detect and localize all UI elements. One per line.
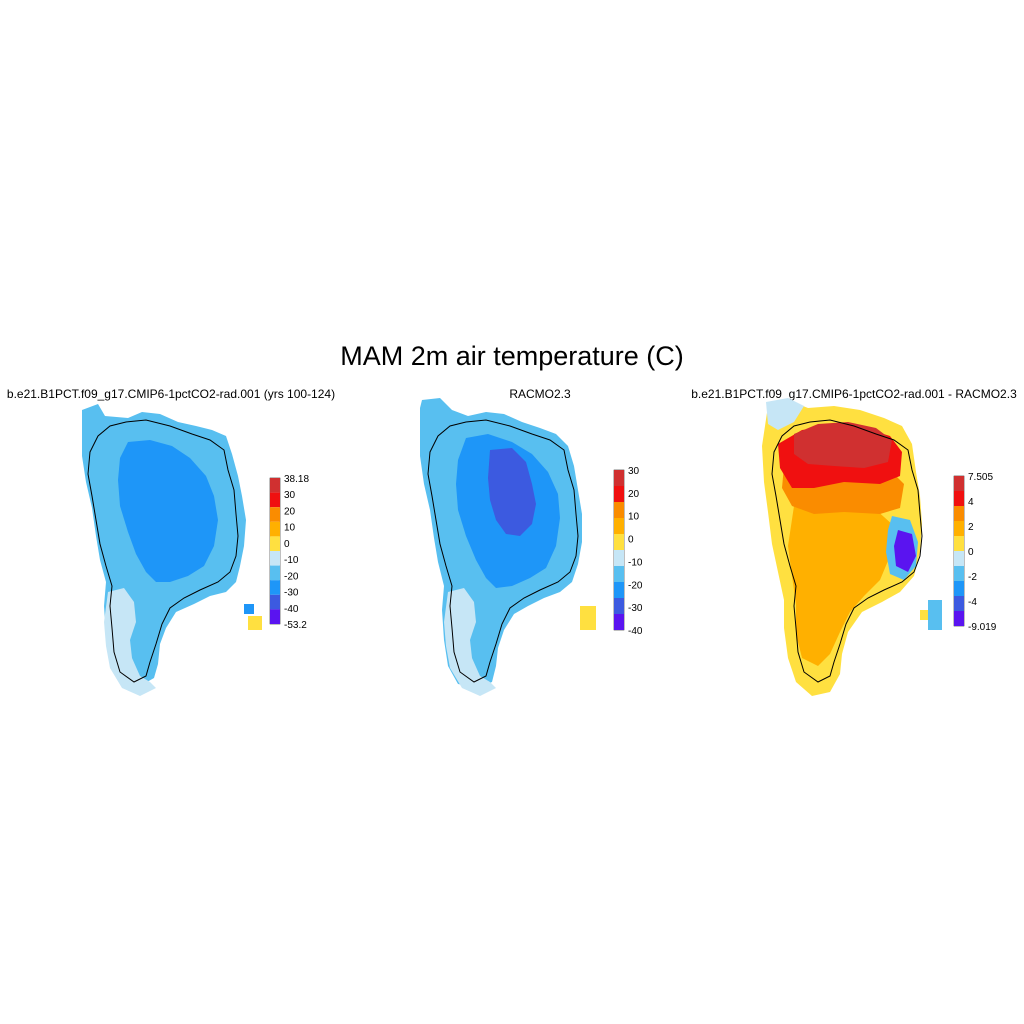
colorbar-label: 4 [968,497,974,508]
colorbar-swatch [614,486,624,502]
panel-3-colorbar: 7.505 4 2 0 -2 -4 -9.019 [954,472,997,633]
panel-2-title: RACMO2.3 [509,387,571,401]
colorbar-label: -30 [628,603,643,614]
colorbar-swatch [270,580,280,595]
colorbar-swatch [954,596,964,611]
colorbar-label: 0 [628,535,634,546]
colorbar-swatch [954,536,964,551]
panel-2-field [420,398,596,696]
colorbar-label: 10 [628,512,640,523]
colorbar-label: 10 [284,523,296,534]
colorbar-swatch [614,598,624,614]
colorbar-swatch [270,609,280,624]
colorbar-swatch [954,566,964,581]
colorbar-label: 20 [628,489,640,500]
colorbar-label: -10 [628,557,643,568]
colorbar-swatch [614,614,624,630]
colorbar-label: 0 [284,539,290,550]
colorbar-label: 38.18 [284,474,309,485]
colorbar-swatch [954,506,964,521]
colorbar-label: 20 [284,506,296,517]
colorbar-swatch [954,551,964,566]
colorbar-swatch [614,582,624,598]
colorbar-swatch [270,594,280,610]
colorbar-label: -10 [284,555,299,566]
colorbar-swatch [954,476,964,491]
colorbar-label: -20 [284,571,299,582]
colorbar-swatch [270,565,280,581]
colorbar-swatch [270,492,280,508]
colorbar-label: -4 [968,597,977,608]
colorbar-label: -9.019 [968,622,997,633]
colorbar-label: -2 [968,572,977,583]
colorbar-swatch [270,521,280,537]
colorbar-swatch [954,611,964,626]
colorbar-swatch [614,566,624,582]
colorbar-swatch [614,470,624,486]
colorbar-swatch [614,518,624,534]
panel-1-title: b.e21.B1PCT.f09_g17.CMIP6-1pctCO2-rad.00… [6,387,336,401]
colorbar-label: 7.505 [968,472,993,483]
panel-3-field [762,398,942,696]
colorbar-swatch [614,534,624,550]
colorbar-label: -53.2 [284,620,307,631]
colorbar-swatch [270,536,280,551]
colorbar-swatch [614,550,624,566]
colorbar-swatch [954,581,964,596]
colorbar-swatch [270,551,280,566]
colorbar-label: 2 [968,522,974,533]
panel-2-map: 30 20 10 0 -10 -20 -30 -40 [420,398,643,696]
colorbar-label: -40 [284,604,299,615]
panel-2-colorbar: 30 20 10 0 -10 -20 -30 -40 [614,466,643,637]
colorbar-swatch [614,502,624,518]
panel-3-title: b.e21.B1PCT.f09_g17.CMIP6-1pctCO2-rad.00… [691,387,1017,401]
colorbar-label: -40 [628,626,643,637]
figure-title: MAM 2m air temperature (C) [340,341,684,371]
colorbar-label: 0 [968,547,974,558]
colorbar-label: -20 [628,580,643,591]
panel-1-colorbar: 38.18 30 20 10 0 -10 -20 -30 -40 -53.2 [270,474,309,631]
colorbar-swatch [270,478,280,493]
colorbar-swatch [954,521,964,536]
panel-1-field [82,404,262,696]
colorbar-swatch [270,507,280,522]
colorbar-label: -30 [284,588,299,599]
panel-1-map: 38.18 30 20 10 0 -10 -20 -30 -40 -53.2 [82,404,309,696]
colorbar-label: 30 [628,466,640,477]
colorbar-swatch [954,491,964,506]
colorbar-label: 30 [284,490,296,501]
panel-3-map: 7.505 4 2 0 -2 -4 -9.019 [762,398,997,696]
